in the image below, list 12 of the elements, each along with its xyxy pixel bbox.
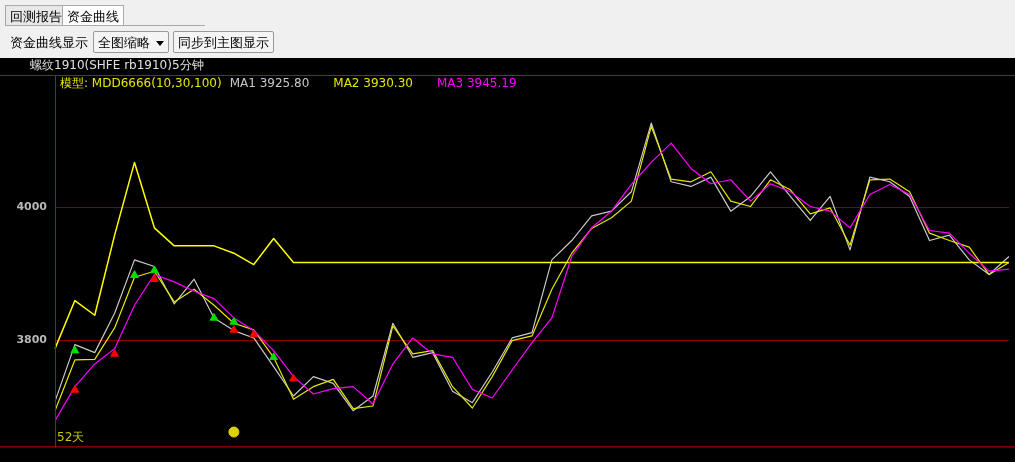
y-tick-label: 4000 [16, 200, 48, 213]
legend-title: 模型: MDD6666(10,30,100) [60, 76, 222, 91]
chart-title: 螺纹1910(SHFE rb1910)5分钟 [30, 58, 204, 73]
y-tick-label: 3800 [16, 333, 48, 347]
annotation: 52天 [57, 429, 85, 444]
text: 资金曲线显示 [10, 35, 88, 50]
text: MA1 3925.80 [229, 76, 310, 91]
text: 全图缩略 [98, 35, 150, 50]
text: MA3 3945.19 [436, 76, 517, 91]
text: MA2 3930.30 [333, 76, 413, 91]
text: 同步到主图显示 [178, 35, 269, 50]
text: 回测报告 [10, 9, 62, 24]
